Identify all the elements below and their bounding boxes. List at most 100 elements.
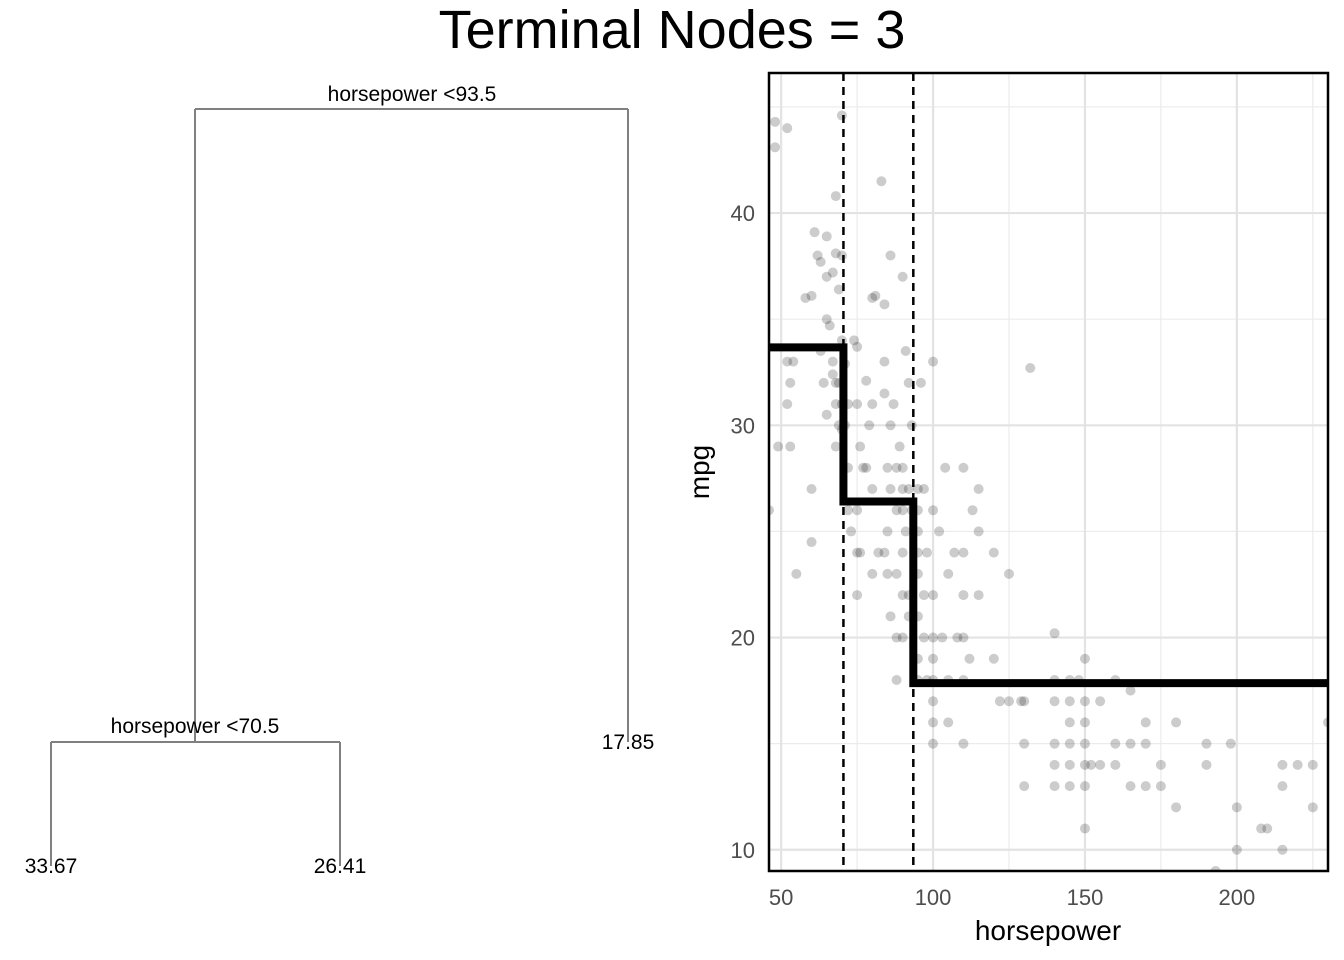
data-point (1155, 759, 1166, 770)
data-point (864, 420, 875, 431)
data-point (852, 547, 863, 558)
data-point (770, 142, 781, 153)
x-tick-labels: 50 100 150 200 (769, 885, 1255, 910)
data-point (879, 388, 890, 399)
data-point (918, 483, 929, 494)
y-tick-label: 20 (731, 626, 755, 651)
data-point (943, 568, 954, 579)
data-point (1171, 802, 1182, 813)
data-point (1155, 781, 1166, 792)
data-point (846, 526, 857, 537)
data-point (949, 547, 960, 558)
data-point (824, 320, 835, 331)
x-tick-label: 150 (1067, 885, 1104, 910)
data-point (833, 284, 844, 295)
data-point (806, 537, 817, 548)
data-point (861, 375, 872, 386)
data-point (1064, 696, 1075, 707)
data-point (806, 290, 817, 301)
data-point (928, 738, 939, 749)
data-point (885, 250, 896, 261)
data-point (1256, 823, 1267, 834)
data-point (1079, 759, 1090, 770)
x-axis-label: horsepower (975, 915, 1121, 946)
data-point (1064, 738, 1075, 749)
data-point (885, 420, 896, 431)
data-point (818, 377, 829, 388)
data-point (1064, 759, 1075, 770)
tree-leaf-3: 17.85 (602, 731, 655, 754)
data-point (952, 632, 963, 643)
data-point (940, 462, 951, 473)
data-point (1016, 696, 1027, 707)
data-point (806, 483, 817, 494)
data-point (958, 462, 969, 473)
data-point (1049, 738, 1060, 749)
data-point (836, 250, 847, 261)
data-point (879, 299, 890, 310)
data-point (1225, 738, 1236, 749)
data-point (915, 377, 926, 388)
data-point (1019, 696, 1030, 707)
data-point (882, 462, 893, 473)
data-point (1049, 628, 1060, 639)
data-point (812, 250, 823, 261)
data-point (879, 547, 890, 558)
data-point (1140, 781, 1151, 792)
data-point (958, 738, 969, 749)
data-point (885, 611, 896, 622)
data-point (821, 409, 832, 420)
data-point (782, 123, 793, 134)
data-point (885, 483, 896, 494)
data-point (928, 653, 939, 664)
data-point (1277, 759, 1288, 770)
data-point (867, 483, 878, 494)
y-tick-label: 40 (731, 201, 755, 226)
data-point (973, 590, 984, 601)
plot-grid (769, 73, 1328, 871)
data-point (782, 399, 793, 410)
data-point (870, 290, 881, 301)
decision-tree: horsepower <93.5 horsepower <70.5 33.67 … (25, 83, 655, 878)
data-point (1049, 781, 1060, 792)
data-point (1125, 685, 1136, 696)
data-point (928, 632, 939, 643)
data-point (912, 483, 923, 494)
data-point (1095, 759, 1106, 770)
data-point (867, 292, 878, 303)
data-point (852, 341, 863, 352)
data-point (1277, 844, 1288, 855)
data-point (1171, 717, 1182, 728)
tree-root-split-label: horsepower <93.5 (328, 83, 497, 106)
data-point (900, 526, 911, 537)
data-point (988, 547, 999, 558)
plot-points (769, 110, 1328, 871)
y-tick-label: 30 (731, 413, 755, 438)
data-point (891, 632, 902, 643)
data-point (830, 191, 841, 202)
data-point (903, 483, 914, 494)
data-point (943, 717, 954, 728)
data-point (1292, 759, 1303, 770)
data-point (791, 568, 802, 579)
data-point (994, 696, 1005, 707)
data-point (830, 377, 841, 388)
data-point (1004, 696, 1015, 707)
data-point (973, 483, 984, 494)
data-point (1079, 717, 1090, 728)
data-point (827, 267, 838, 278)
data-point (897, 462, 908, 473)
data-point (973, 526, 984, 537)
x-tick-label: 100 (915, 885, 952, 910)
data-point (809, 227, 820, 238)
data-point (928, 356, 939, 367)
data-point (934, 526, 945, 537)
data-point (827, 369, 838, 380)
data-point (921, 547, 932, 558)
data-point (891, 505, 902, 516)
data-point (821, 271, 832, 282)
plot-step-fit (769, 343, 1328, 688)
data-point (891, 568, 902, 579)
data-point (1079, 823, 1090, 834)
